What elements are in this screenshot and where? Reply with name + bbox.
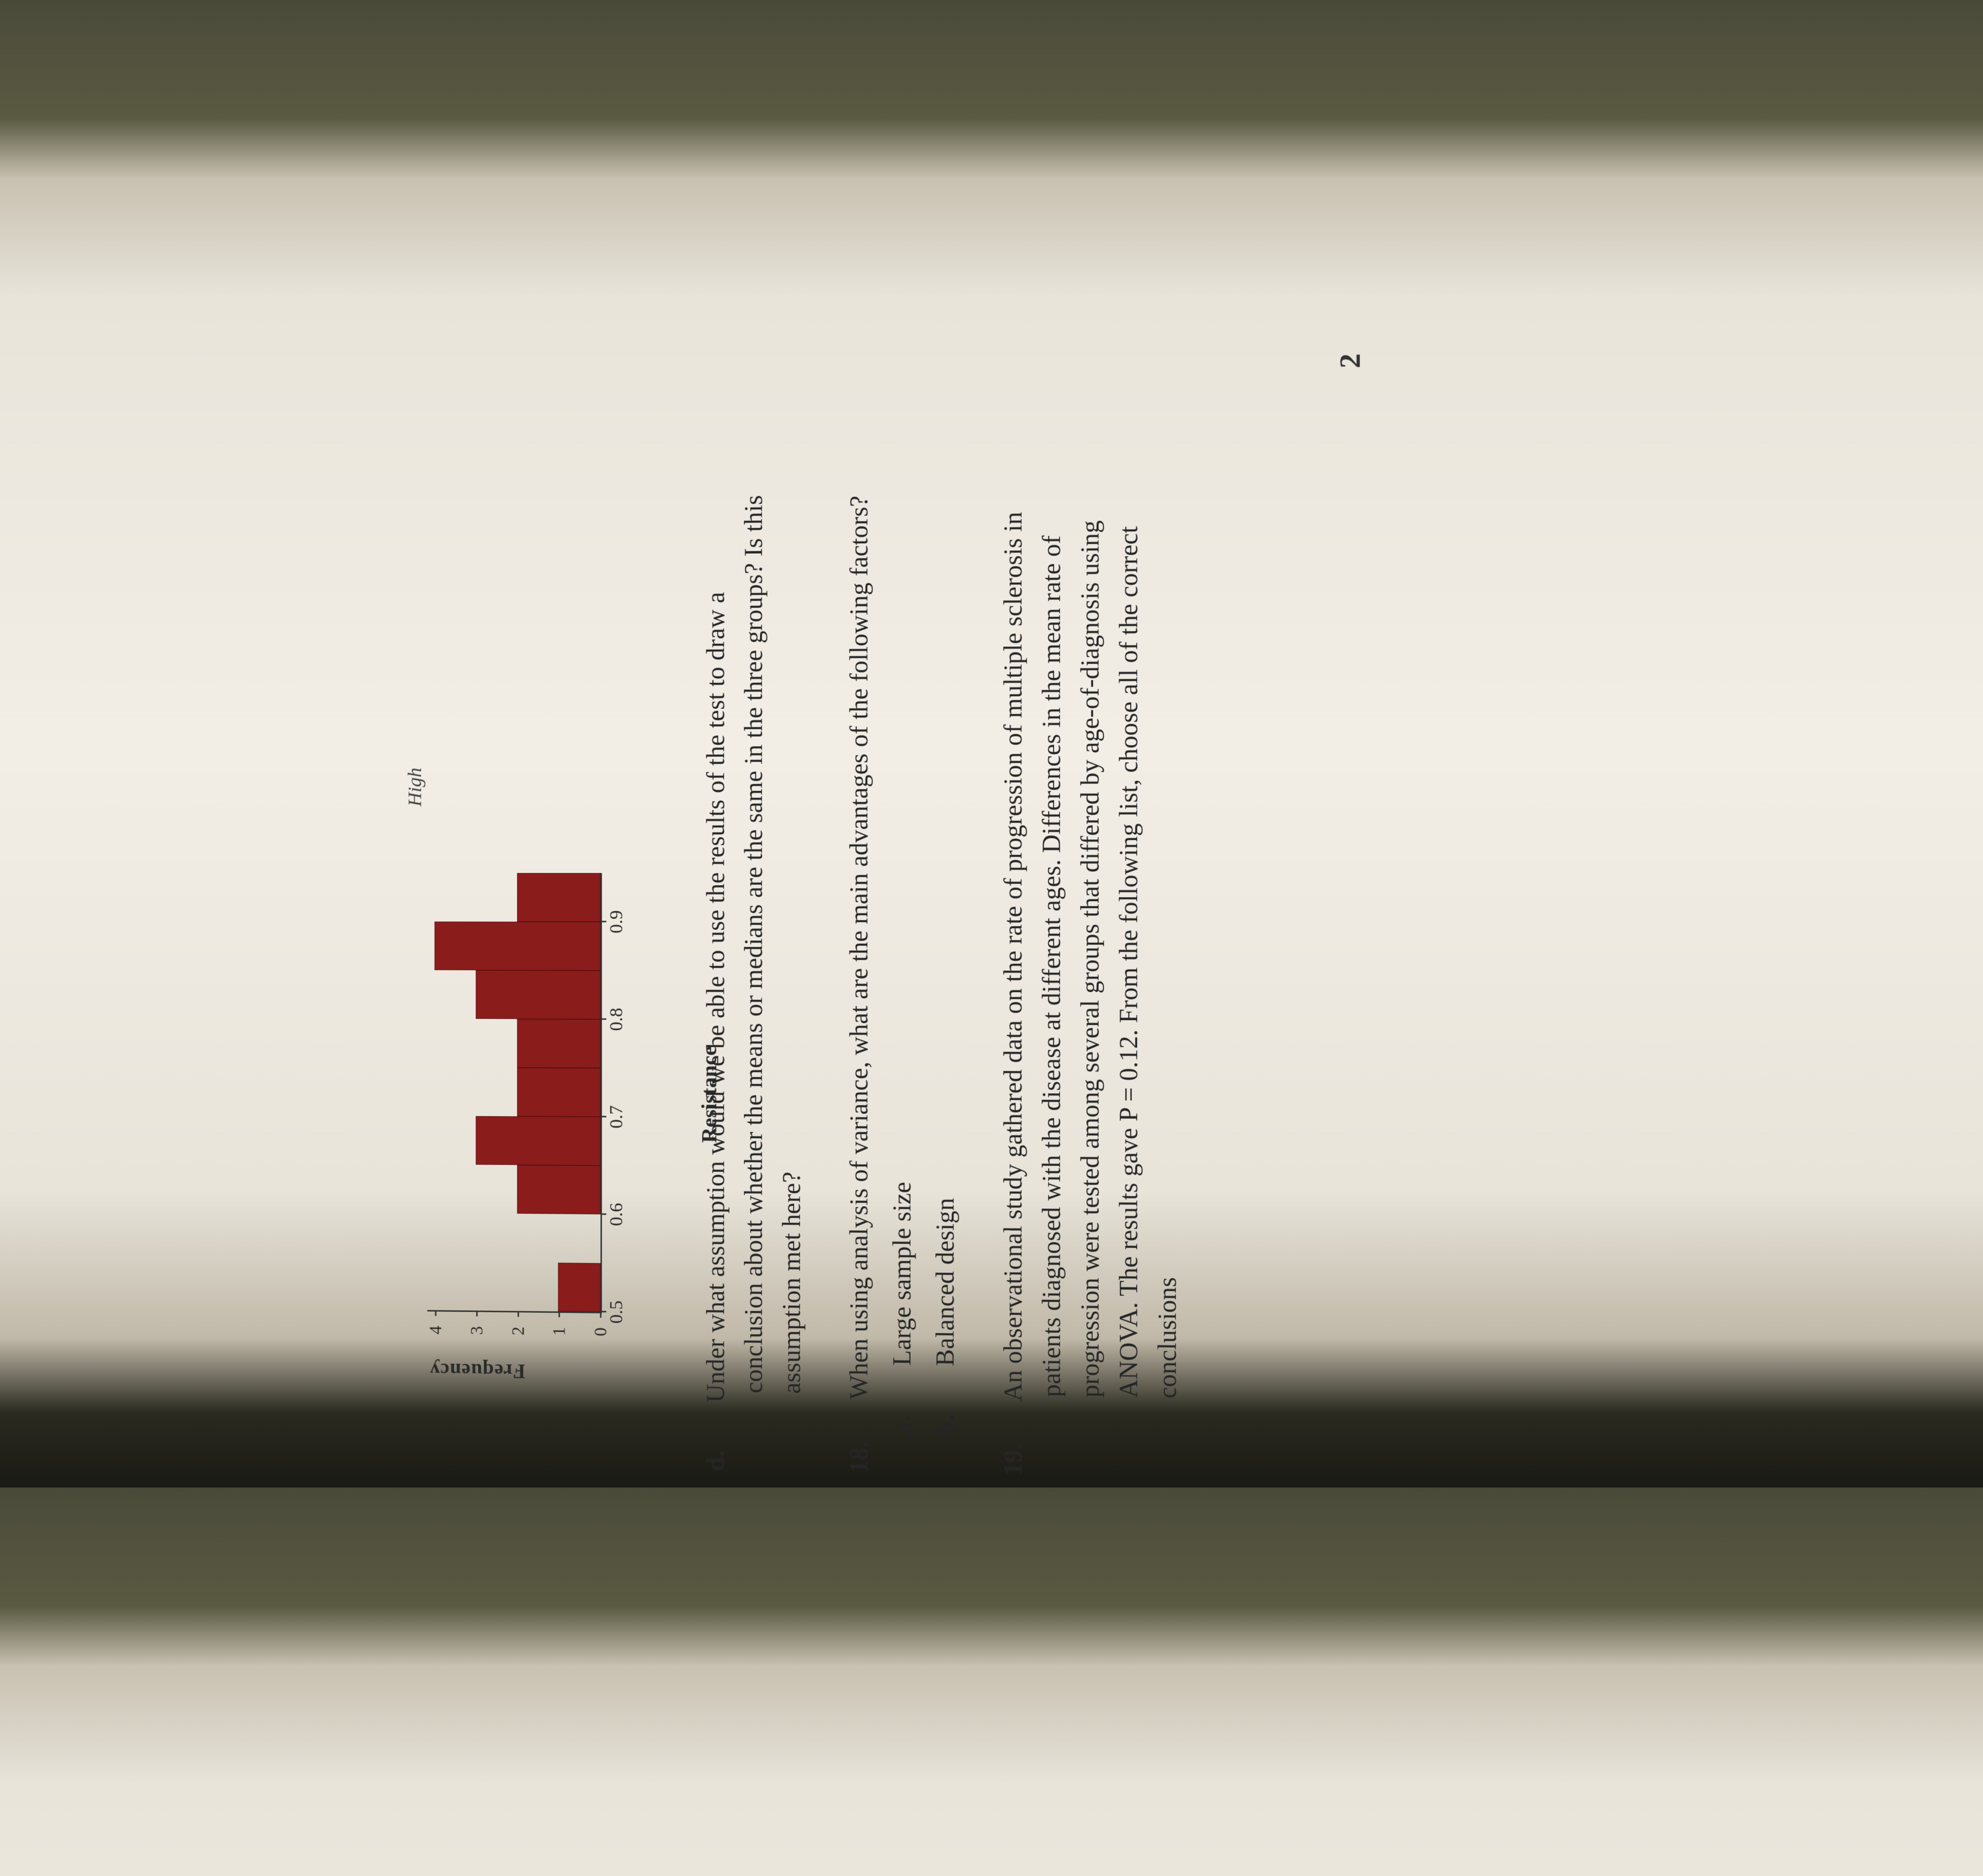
y-tick-label: 0 — [590, 1328, 610, 1336]
y-tick-mark — [559, 1311, 560, 1317]
q18-b-letter: b. — [927, 1366, 965, 1396]
chart-plot-area: 012340.50.60.70.80.9 — [427, 873, 602, 1313]
y-tick-mark — [517, 1311, 519, 1317]
y-tick-label: 4 — [425, 1326, 446, 1334]
question-d: d.Under what assumption would we be able… — [697, 483, 811, 1463]
y-tick-mark — [600, 1312, 601, 1318]
question-d-letter: d. — [697, 1402, 735, 1432]
x-tick-label: 0.9 — [606, 910, 627, 933]
histogram-bar — [435, 922, 601, 971]
histogram-bar — [476, 1116, 601, 1166]
y-tick-label: 3 — [467, 1326, 487, 1335]
question-18-option-b: b.Balanced design — [927, 481, 965, 1465]
partial-page-number: 2 — [1333, 353, 1367, 368]
question-19-text: An observational study gathered data on … — [999, 512, 1182, 1401]
question-19-number: 19. — [994, 1401, 1033, 1436]
histogram-bar — [558, 1263, 601, 1312]
question-18-option-a: a.Large sample size — [883, 482, 922, 1464]
question-19: 19.An observational study gathered data … — [994, 479, 1187, 1468]
textbook-page: Frequency 012340.50.60.70.80.9 High Resi… — [237, 0, 1723, 1876]
question-18: 18.When using analysis of variance, what… — [841, 481, 965, 1465]
histogram-bar — [517, 1019, 601, 1068]
histogram-chart: Frequency 012340.50.60.70.80.9 High Resi… — [427, 826, 668, 1363]
histogram-bar — [517, 1068, 601, 1117]
chart-right-label: High — [403, 768, 426, 807]
x-tick-label: 0.8 — [606, 1008, 627, 1031]
y-tick-label: 2 — [508, 1327, 528, 1335]
page-content: Frequency 012340.50.60.70.80.9 High Resi… — [427, 479, 1217, 1468]
q18-a-letter: a. — [883, 1365, 922, 1395]
y-tick-mark — [476, 1310, 478, 1316]
histogram-bar — [517, 1165, 601, 1214]
histogram-bar — [517, 873, 601, 922]
x-tick-label: 0.5 — [606, 1301, 627, 1324]
q18-b-text: Balanced design — [931, 1198, 960, 1366]
histogram-bar — [476, 970, 601, 1020]
y-axis-label: Frequency — [429, 1358, 525, 1383]
y-tick-label: 1 — [549, 1327, 569, 1336]
q18-a-text: Large sample size — [888, 1181, 916, 1365]
question-d-text: Under what assumption would we be able t… — [702, 495, 806, 1403]
question-18-text: When using analysis of variance, what ar… — [845, 495, 873, 1399]
question-18-number: 18. — [841, 1399, 879, 1434]
y-tick-mark — [435, 1310, 437, 1316]
x-tick-label: 0.6 — [606, 1203, 627, 1226]
x-tick-label: 0.7 — [606, 1105, 627, 1128]
